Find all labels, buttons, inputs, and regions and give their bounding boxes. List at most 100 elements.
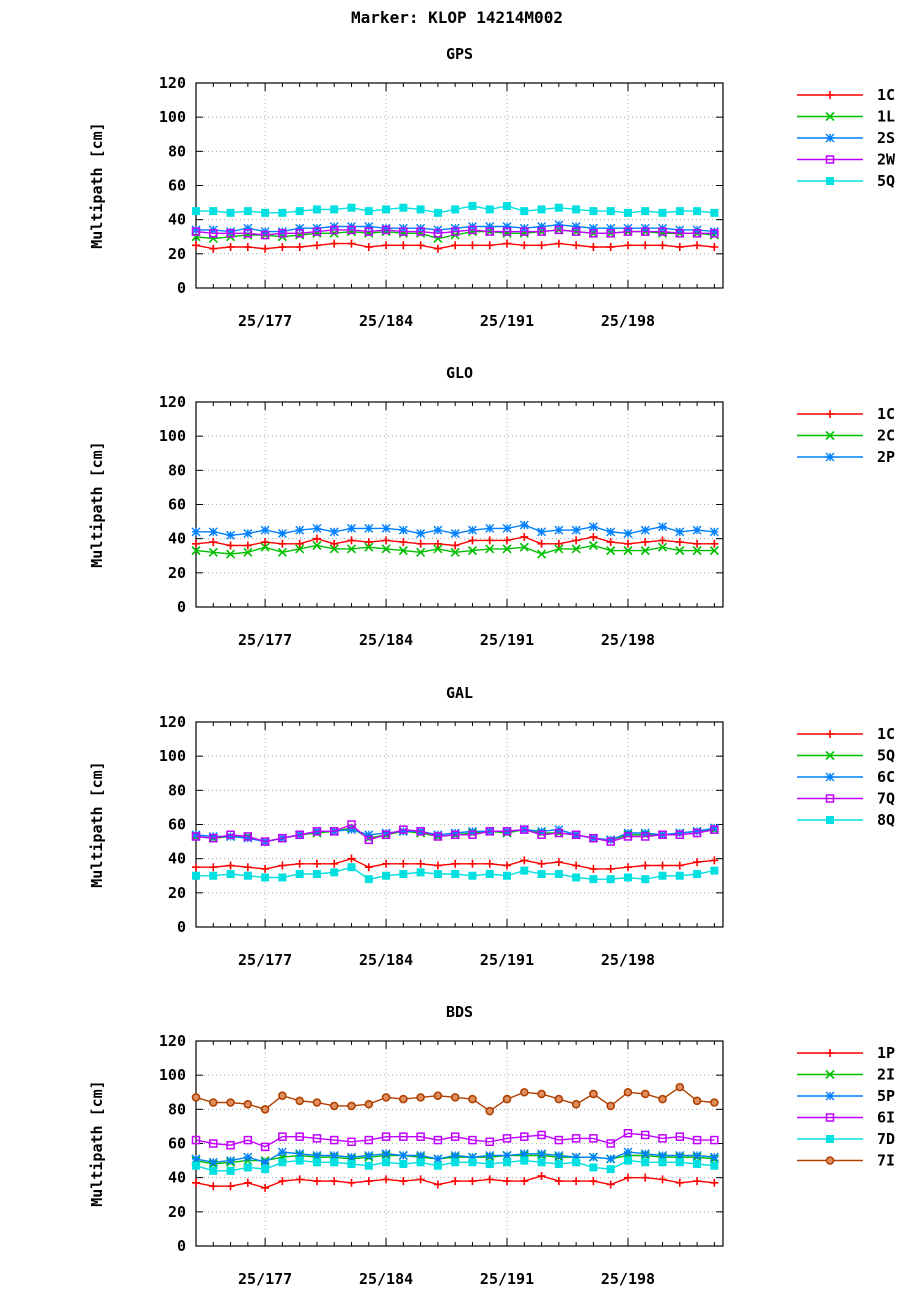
data-point bbox=[520, 532, 529, 541]
data-point bbox=[693, 1160, 702, 1168]
data-point bbox=[589, 1089, 598, 1099]
data-point bbox=[485, 1175, 494, 1184]
data-point bbox=[312, 1098, 322, 1107]
data-point bbox=[209, 244, 218, 253]
data-point bbox=[710, 1161, 719, 1170]
data-point bbox=[450, 830, 460, 839]
data-point bbox=[226, 831, 236, 841]
data-point bbox=[191, 225, 201, 235]
series-6i bbox=[191, 1129, 719, 1152]
data-point bbox=[537, 549, 547, 559]
data-point bbox=[502, 227, 512, 236]
y-tick-label: 20 bbox=[168, 245, 186, 263]
data-point bbox=[554, 870, 563, 879]
data-point bbox=[364, 1135, 374, 1145]
data-point bbox=[312, 523, 322, 533]
data-point bbox=[623, 873, 632, 882]
legend-marker bbox=[826, 91, 834, 99]
x-tick-label: 25/198 bbox=[601, 312, 655, 330]
data-point bbox=[416, 241, 425, 250]
legend-label: 6I bbox=[877, 1109, 895, 1127]
data-point bbox=[658, 871, 667, 880]
data-point bbox=[208, 1098, 218, 1107]
x-tick-label: 25/177 bbox=[238, 631, 292, 649]
y-tick-label: 100 bbox=[159, 747, 186, 765]
figure-title: Marker: KLOP 14214M002 bbox=[351, 8, 563, 27]
legend-marker bbox=[825, 1091, 835, 1101]
data-point bbox=[416, 1132, 425, 1141]
data-point bbox=[209, 1139, 218, 1148]
data-point bbox=[243, 207, 252, 216]
data-point bbox=[502, 1134, 512, 1143]
data-point bbox=[520, 1177, 529, 1186]
data-point bbox=[226, 208, 235, 217]
legend-entry: 7Q bbox=[797, 790, 895, 808]
x-tick-label: 25/184 bbox=[359, 312, 413, 330]
data-point bbox=[192, 1161, 200, 1170]
data-point bbox=[675, 1082, 685, 1092]
data-point bbox=[277, 227, 287, 237]
y-tick-label: 60 bbox=[168, 816, 186, 834]
data-point bbox=[416, 1158, 425, 1167]
data-point bbox=[589, 864, 598, 873]
x-tick-label: 25/184 bbox=[359, 1270, 413, 1288]
data-point bbox=[416, 227, 425, 236]
y-tick-label: 0 bbox=[177, 918, 186, 936]
data-point bbox=[312, 870, 321, 879]
data-point bbox=[537, 527, 547, 537]
data-point bbox=[606, 1154, 616, 1164]
data-point bbox=[243, 223, 253, 233]
legend-label: 2P bbox=[877, 448, 895, 466]
data-point bbox=[329, 544, 339, 554]
data-point bbox=[347, 239, 356, 248]
data-point bbox=[329, 1135, 339, 1145]
data-point bbox=[295, 1156, 304, 1165]
data-point bbox=[260, 230, 270, 240]
data-point bbox=[537, 870, 546, 879]
data-point bbox=[347, 225, 356, 235]
legend-entry: 1C bbox=[797, 725, 895, 743]
y-tick-label: 100 bbox=[159, 108, 186, 126]
data-point bbox=[485, 870, 494, 879]
data-point bbox=[450, 547, 460, 557]
data-point bbox=[485, 1160, 494, 1168]
data-point bbox=[278, 861, 287, 870]
y-axis-label: Multipath [cm] bbox=[88, 122, 106, 248]
data-point bbox=[243, 229, 253, 238]
y-tick-label: 20 bbox=[168, 1203, 186, 1221]
data-point bbox=[399, 538, 408, 547]
data-point bbox=[658, 522, 668, 532]
data-point bbox=[278, 1177, 287, 1186]
data-point bbox=[295, 859, 304, 868]
data-point bbox=[675, 828, 685, 838]
data-point bbox=[641, 1158, 650, 1167]
data-point bbox=[209, 1166, 218, 1175]
data-point bbox=[692, 546, 702, 556]
data-point bbox=[554, 1135, 564, 1145]
data-point bbox=[675, 1150, 685, 1160]
data-point bbox=[416, 1175, 425, 1184]
legend-marker bbox=[825, 1113, 835, 1122]
data-point bbox=[692, 1096, 702, 1106]
data-point bbox=[261, 864, 270, 873]
legend-marker bbox=[825, 750, 835, 761]
y-axis-label: Multipath [cm] bbox=[88, 761, 106, 887]
data-point bbox=[433, 244, 442, 253]
y-tick-label: 60 bbox=[168, 496, 186, 514]
data-point bbox=[537, 830, 546, 839]
data-point bbox=[623, 1156, 632, 1165]
legend-entry: 2W bbox=[797, 151, 896, 169]
data-point bbox=[399, 1132, 408, 1141]
data-point bbox=[295, 539, 304, 548]
data-point bbox=[191, 527, 201, 537]
data-point bbox=[416, 539, 425, 548]
data-point bbox=[658, 1094, 667, 1104]
data-point bbox=[191, 546, 201, 556]
data-point bbox=[330, 539, 339, 548]
y-tick-label: 40 bbox=[168, 1169, 186, 1187]
data-point bbox=[710, 229, 719, 238]
data-point bbox=[519, 542, 529, 552]
data-point bbox=[260, 525, 270, 535]
data-point bbox=[209, 863, 218, 872]
data-point bbox=[382, 241, 391, 250]
